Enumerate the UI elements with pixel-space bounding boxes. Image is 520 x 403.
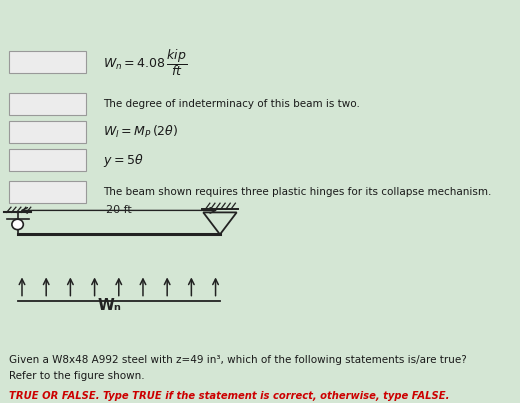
Bar [9,93,86,115]
Text: Given a W8x48 A992 steel with z=49 in³, which of the following statements is/are: Given a W8x48 A992 steel with z=49 in³, … [9,355,466,365]
Text: The beam shown requires three plastic hinges for its collapse mechanism.: The beam shown requires three plastic hi… [103,187,492,197]
Text: Refer to the figure shown.: Refer to the figure shown. [9,371,145,381]
Text: $W_I = M_P\,(2\theta)$: $W_I = M_P\,(2\theta)$ [103,124,179,140]
Text: $W_n = 4.08\,\dfrac{kip}{ft}$: $W_n = 4.08\,\dfrac{kip}{ft}$ [103,47,188,77]
Bar [9,149,86,171]
Bar [9,121,86,143]
Circle shape [12,219,23,230]
Bar [9,51,86,73]
Text: Wₙ: Wₙ [98,297,122,313]
Bar [9,181,86,204]
Text: The degree of indeterminacy of this beam is two.: The degree of indeterminacy of this beam… [103,99,360,109]
Text: 20 ft: 20 ft [106,205,132,215]
Text: TRUE OR FALSE. Type TRUE if the statement is correct, otherwise, type FALSE.: TRUE OR FALSE. Type TRUE if the statemen… [9,391,449,401]
Text: $y = 5\theta$: $y = 5\theta$ [103,152,144,169]
